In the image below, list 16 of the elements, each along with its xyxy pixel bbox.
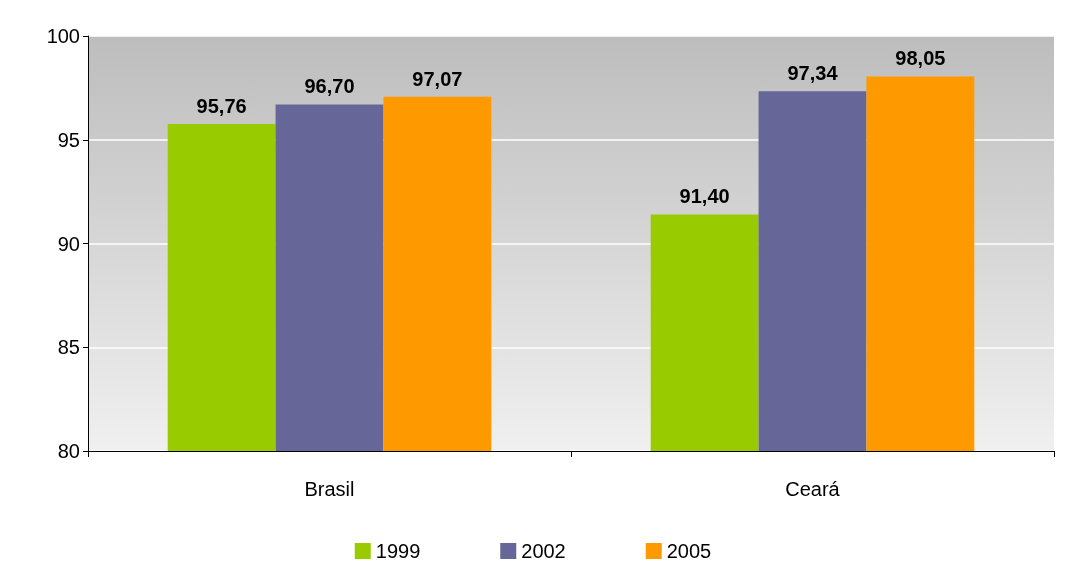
y-tick-label: 100: [46, 25, 80, 47]
x-tick-label: Brasil: [304, 478, 355, 500]
data-label: 97,34: [787, 62, 839, 85]
legend-label: 2002: [521, 540, 566, 562]
data-label: 98,05: [895, 47, 946, 70]
legend-label: 1999: [375, 540, 421, 562]
data-label: 97,07: [412, 67, 463, 90]
legend-label: 2005: [666, 540, 712, 562]
y-tick-label: 90: [57, 232, 80, 255]
data-label: 96,70: [304, 75, 355, 98]
y-tick-label: 85: [57, 336, 80, 359]
y-tick-label: 80: [57, 440, 80, 462]
x-tick-label: Ceará: [785, 478, 841, 500]
y-tick-label: 95: [57, 128, 80, 151]
data-label: 95,76: [196, 94, 247, 117]
data-label: 91,40: [679, 185, 730, 208]
